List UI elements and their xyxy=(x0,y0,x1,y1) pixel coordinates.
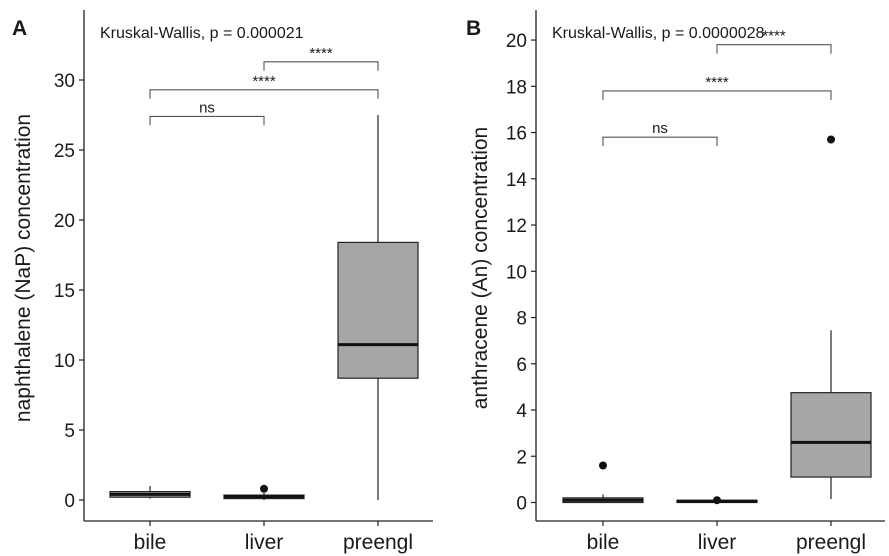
iqr-box xyxy=(337,241,419,379)
y-tick-label: 6 xyxy=(516,355,527,376)
box-liver xyxy=(676,496,758,505)
y-tick-label: 25 xyxy=(54,141,75,162)
y-tick-label: 20 xyxy=(54,211,75,232)
significance-label: **** xyxy=(705,74,729,91)
y-tick-label: 15 xyxy=(54,281,75,302)
panel-label: A xyxy=(12,17,27,40)
iqr-box xyxy=(790,392,872,478)
outlier-point xyxy=(713,496,721,505)
y-tick-label: 8 xyxy=(516,309,527,330)
x-tick-label: bile xyxy=(587,531,620,554)
y-tick-label: 4 xyxy=(516,401,527,422)
y-tick-label: 30 xyxy=(54,71,75,92)
test-annotation: Kruskal-Wallis, p = 0.000021 xyxy=(100,25,304,42)
bracket-line xyxy=(149,89,379,99)
box-bile xyxy=(109,486,191,499)
y-tick-label: 0 xyxy=(516,494,527,515)
bracket-line xyxy=(149,115,265,126)
x-tick-label: liver xyxy=(245,531,284,554)
comparison-liver-preengl: **** xyxy=(263,45,379,71)
significance-label: **** xyxy=(762,28,786,45)
y-tick-label: 18 xyxy=(506,77,527,98)
comparison-bile-preengl: **** xyxy=(149,73,379,99)
bracket-line xyxy=(602,136,718,147)
outlier-point xyxy=(599,461,607,470)
box-bile xyxy=(562,461,644,504)
x-tick-label: preengl xyxy=(343,531,413,554)
y-tick-label: 12 xyxy=(506,216,527,237)
bracket-line xyxy=(602,90,832,100)
panel-label: B xyxy=(466,17,481,40)
y-axis-title: naphthalene (NaP) concentration xyxy=(12,114,35,422)
y-tick-label: 5 xyxy=(64,421,75,442)
bracket-line xyxy=(716,44,832,54)
y-tick-label: 16 xyxy=(506,124,527,145)
comparison-bile-liver: ns xyxy=(149,99,265,126)
box-preengl xyxy=(790,135,872,500)
x-tick-label: liver xyxy=(698,531,737,554)
box-liver xyxy=(223,484,305,500)
bracket-line xyxy=(263,61,379,71)
y-tick-label: 20 xyxy=(506,31,527,52)
y-tick-label: 2 xyxy=(516,447,527,468)
test-annotation: Kruskal-Wallis, p = 0.0000028 xyxy=(552,25,765,42)
significance-label: ns xyxy=(652,120,668,137)
panel-a: 0 5 10 15 20 25 30 bile liver preengl naphthalene … xyxy=(12,10,433,554)
panel-b: 0 2 4 6 8 10 12 14 16 18 20 bile liver preengl anthrac… xyxy=(466,10,885,554)
y-tick-label: 10 xyxy=(506,262,527,283)
significance-label: **** xyxy=(252,73,276,90)
box-preengl xyxy=(337,115,419,500)
x-tick-label: bile xyxy=(134,531,167,554)
comparison-bile-liver: ns xyxy=(602,120,718,147)
y-tick-label: 0 xyxy=(64,491,75,512)
y-tick-label: 14 xyxy=(506,170,528,191)
y-axis-title: anthracene (An) concentration xyxy=(469,127,492,410)
comparison-bile-preengl: **** xyxy=(602,74,832,100)
outlier-point xyxy=(827,135,835,144)
outlier-point xyxy=(260,484,268,493)
significance-label: ns xyxy=(199,99,215,116)
y-tick-label: 10 xyxy=(54,351,75,372)
x-tick-label: preengl xyxy=(796,531,866,554)
significance-label: **** xyxy=(309,45,333,62)
comparison-liver-preengl: **** xyxy=(716,28,832,54)
